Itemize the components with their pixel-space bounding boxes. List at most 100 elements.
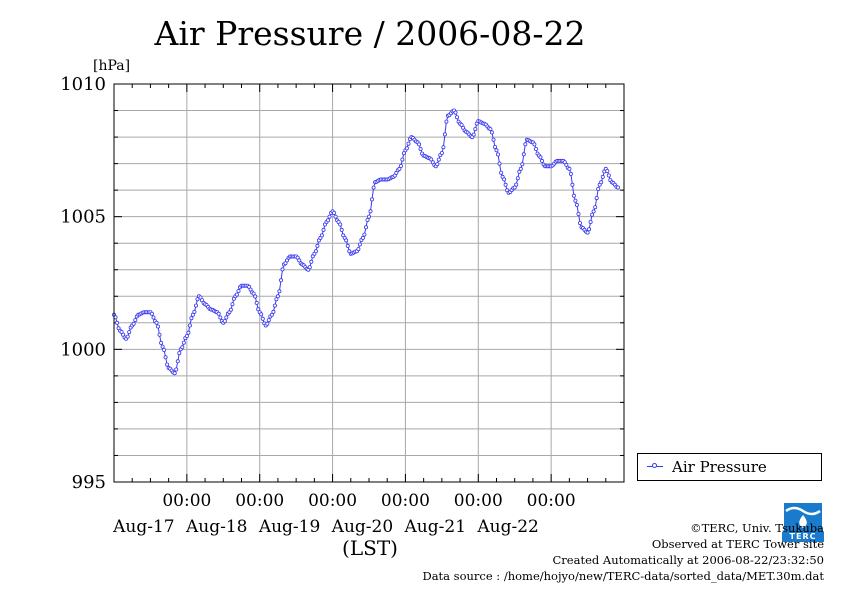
data-point bbox=[265, 321, 270, 326]
data-point bbox=[253, 294, 258, 299]
data-point bbox=[339, 227, 344, 232]
data-point bbox=[332, 210, 337, 215]
data-point bbox=[600, 174, 605, 179]
x-tick-time-label: 00:00 bbox=[162, 491, 211, 511]
data-point bbox=[360, 235, 365, 240]
data-point bbox=[345, 243, 350, 248]
x-tick-date-label: Aug-20 bbox=[331, 517, 393, 537]
series-air-pressure bbox=[112, 108, 620, 376]
data-point bbox=[491, 137, 496, 142]
data-point bbox=[442, 132, 447, 137]
data-point bbox=[157, 332, 162, 337]
data-point bbox=[181, 340, 186, 345]
data-point bbox=[160, 344, 165, 349]
data-point bbox=[251, 291, 256, 296]
data-point bbox=[418, 146, 423, 151]
terc-logo-text: TERC bbox=[782, 532, 824, 542]
data-point bbox=[587, 227, 592, 232]
y-tick-label: 995 bbox=[72, 472, 106, 493]
data-point bbox=[436, 157, 441, 162]
x-tick-time-label: 00:00 bbox=[235, 491, 284, 511]
data-point bbox=[162, 347, 167, 352]
data-point bbox=[515, 176, 520, 181]
data-point bbox=[521, 152, 526, 157]
data-point bbox=[230, 302, 235, 307]
data-point bbox=[599, 180, 604, 185]
data-point bbox=[368, 209, 373, 214]
chart-title: Air Pressure / 2006-08-22 bbox=[154, 14, 586, 53]
data-point bbox=[503, 182, 508, 187]
data-point bbox=[357, 242, 362, 247]
data-point bbox=[174, 367, 179, 372]
plot-frame bbox=[113, 83, 625, 483]
data-point bbox=[189, 316, 194, 321]
legend-label-air-pressure: Air Pressure bbox=[672, 458, 767, 476]
x-tick-date-label: Aug-19 bbox=[258, 517, 320, 537]
data-point bbox=[177, 351, 182, 356]
data-point bbox=[492, 144, 497, 149]
data-point bbox=[186, 330, 191, 335]
data-point bbox=[222, 319, 227, 324]
data-point bbox=[115, 320, 120, 325]
data-point bbox=[344, 238, 349, 243]
data-point bbox=[149, 311, 154, 316]
data-point bbox=[593, 205, 598, 210]
data-point bbox=[325, 218, 330, 223]
data-point bbox=[514, 182, 519, 187]
data-point bbox=[502, 177, 507, 182]
data-point bbox=[362, 232, 367, 237]
data-point bbox=[313, 249, 318, 254]
data-point bbox=[228, 307, 233, 312]
chart-credits: ©TERC, Univ. Tsukuba Observed at TERC To… bbox=[422, 520, 824, 584]
x-tick-time-label: 00:00 bbox=[308, 491, 357, 511]
data-point bbox=[175, 359, 180, 364]
data-point bbox=[489, 130, 494, 135]
data-point bbox=[404, 146, 409, 151]
data-point bbox=[538, 155, 543, 160]
data-point bbox=[499, 170, 504, 175]
x-tick-labels: 00:00 Aug-17 00:00 Aug-18 00:00 Aug-19 00:00 Au… bbox=[112, 491, 576, 537]
data-point bbox=[540, 158, 545, 163]
data-point bbox=[406, 141, 411, 146]
data-point bbox=[518, 166, 523, 171]
data-point bbox=[192, 309, 197, 314]
data-point bbox=[488, 127, 493, 132]
data-point bbox=[165, 362, 170, 367]
data-point bbox=[534, 146, 539, 151]
data-point bbox=[125, 334, 130, 339]
data-point bbox=[570, 182, 575, 187]
data-point bbox=[473, 127, 478, 132]
data-point bbox=[163, 355, 168, 360]
legend-marker-swatch bbox=[652, 463, 657, 468]
x-axis-label: (LST) bbox=[342, 536, 398, 560]
x-tick-time-label: 00:00 bbox=[381, 491, 430, 511]
data-point bbox=[366, 214, 371, 219]
data-point bbox=[594, 196, 599, 201]
data-point bbox=[338, 222, 343, 227]
data-point bbox=[615, 185, 620, 190]
data-point bbox=[159, 340, 164, 345]
data-point bbox=[520, 162, 525, 167]
data-point bbox=[218, 315, 223, 320]
data-point bbox=[578, 221, 583, 226]
data-point bbox=[453, 110, 458, 115]
grid-lines bbox=[114, 84, 624, 482]
data-point bbox=[588, 219, 593, 224]
data-point bbox=[333, 214, 338, 219]
y-tick-label: 1000 bbox=[60, 339, 106, 360]
data-point bbox=[133, 318, 138, 323]
data-point bbox=[327, 214, 332, 219]
data-point bbox=[596, 186, 601, 191]
data-point bbox=[585, 230, 590, 235]
y-tick-label: 1005 bbox=[60, 207, 106, 228]
data-point bbox=[234, 292, 239, 297]
data-point bbox=[605, 168, 610, 173]
data-point bbox=[497, 161, 502, 166]
data-point bbox=[398, 163, 403, 168]
data-point bbox=[271, 309, 276, 314]
data-point bbox=[131, 321, 136, 326]
data-point bbox=[236, 288, 241, 293]
data-point bbox=[571, 193, 576, 198]
data-point bbox=[154, 320, 159, 325]
